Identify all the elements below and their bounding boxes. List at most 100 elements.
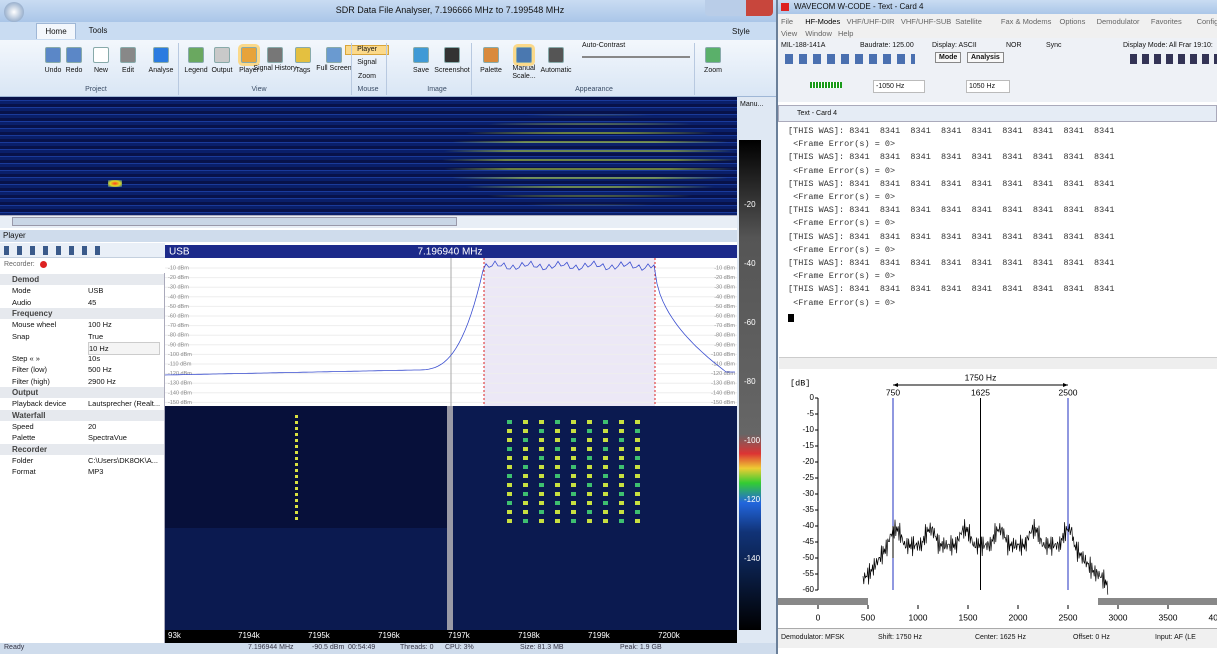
ribbon-icon[interactable] <box>413 47 429 63</box>
ribbon-button[interactable]: Output <box>211 67 233 74</box>
section-header[interactable]: Waterfall <box>0 409 164 421</box>
ribbon-icon[interactable] <box>444 47 460 63</box>
menu-item[interactable]: Configu <box>1196 17 1217 26</box>
property-value[interactable]: Lautsprecher (Realt... <box>88 399 161 409</box>
status-item: Shift: 1750 Hz <box>878 634 922 641</box>
menu-item[interactable]: View <box>781 29 798 38</box>
ribbon-button[interactable]: Full Screen <box>316 65 352 72</box>
menu-item[interactable]: HF-Modes <box>805 17 841 26</box>
decoded-line: [THIS WAS]: 8341 8341 8341 8341 8341 834… <box>788 284 1115 295</box>
menu-item[interactable]: Options <box>1059 17 1086 26</box>
ribbon-tab[interactable]: Tools <box>88 26 108 35</box>
text-scrollbar[interactable] <box>779 357 1217 369</box>
ribbon-button[interactable]: Save <box>413 67 429 74</box>
app-button[interactable] <box>4 2 24 22</box>
ribbon-button[interactable]: Automatic <box>540 67 572 74</box>
ribbon-icon[interactable] <box>326 47 342 63</box>
record-button[interactable] <box>40 261 47 268</box>
menu-item[interactable]: Fax & Modems <box>1000 17 1052 26</box>
ribbon-icon[interactable] <box>120 47 136 63</box>
ribbon-button[interactable]: Tags <box>295 67 311 74</box>
ribbon-button[interactable]: Player <box>345 45 389 55</box>
property-value[interactable]: 500 Hz <box>88 365 112 375</box>
status-item: Center: 1625 Hz <box>975 634 1026 641</box>
shift-field[interactable]: 1050 Hz <box>966 80 1010 93</box>
scroll-thumb[interactable] <box>12 217 457 226</box>
spectrum-trace <box>862 518 1109 595</box>
property-value[interactable]: 2900 Hz <box>88 376 116 386</box>
property-value[interactable]: 10 Hz <box>88 341 160 355</box>
ribbon-icon[interactable] <box>93 47 109 63</box>
window-controls[interactable] <box>705 0 773 16</box>
property-value[interactable]: 10s <box>88 354 101 364</box>
ribbon-button[interactable]: Edit <box>121 67 135 74</box>
section-header[interactable]: Demod <box>0 274 164 285</box>
waterfall-tone <box>587 510 592 514</box>
panel-header <box>0 230 737 242</box>
ribbon-button[interactable]: Zoom <box>704 67 722 74</box>
ribbon-button[interactable]: Signal <box>357 59 377 66</box>
dbm-label: -50 dBm <box>714 304 735 310</box>
decoded-line: [THIS WAS]: 8341 8341 8341 8341 8341 834… <box>788 152 1115 163</box>
menu-item[interactable]: Window <box>805 29 832 38</box>
ribbon-button[interactable]: Legend <box>184 67 208 74</box>
ribbon-icon[interactable] <box>548 47 564 63</box>
decoded-line: [THIS WAS]: 8341 8341 8341 8341 8341 834… <box>788 178 1115 189</box>
ribbon-button[interactable]: Player <box>239 67 259 74</box>
ribbon-button[interactable]: Undo <box>44 67 62 74</box>
ribbon-button[interactable]: Manual Scale... <box>512 65 536 80</box>
menu-item[interactable]: Satellite <box>955 17 982 26</box>
ribbon-icon[interactable] <box>267 47 283 63</box>
ribbon-button[interactable]: Zoom <box>358 73 376 80</box>
property-grid <box>0 273 165 643</box>
property-value[interactable]: 100 Hz <box>88 320 112 330</box>
contrast-slider[interactable] <box>582 56 690 58</box>
ribbon-button[interactable]: New <box>93 67 108 74</box>
dbm-label: -140 dBm <box>168 390 192 396</box>
ribbon-tab[interactable]: Home <box>36 23 76 39</box>
ribbon-icon[interactable] <box>66 47 82 63</box>
menu-item[interactable]: VHF/UHF-DIR <box>846 17 895 26</box>
shift-field[interactable]: -1050 Hz <box>873 80 925 93</box>
ribbon-button[interactable]: Palette <box>480 67 502 74</box>
ribbon-icon[interactable] <box>516 47 532 63</box>
ribbon-icon[interactable] <box>188 47 204 63</box>
dbm-label: -150 dBm <box>168 400 192 406</box>
ribbon-icon[interactable] <box>45 47 61 63</box>
section-header[interactable]: Frequency <box>0 307 164 319</box>
section-header[interactable]: Output <box>0 387 164 398</box>
property-value[interactable]: SpectraVue <box>88 433 127 443</box>
property-value[interactable]: USB <box>88 286 104 296</box>
scale-label: -20 <box>744 200 756 209</box>
ribbon-icon[interactable] <box>214 47 230 63</box>
ribbon-icon[interactable] <box>483 47 499 63</box>
ribbon-button[interactable]: Analyse <box>148 67 174 74</box>
waterfall-tone <box>635 465 640 469</box>
property-value[interactable]: True <box>88 331 104 341</box>
property-value[interactable]: C:\Users\DK8OK\A... <box>88 455 159 465</box>
toolbar-button[interactable]: Mode <box>935 52 962 63</box>
ribbon-icon[interactable] <box>705 47 721 63</box>
menu-item[interactable]: Help <box>838 29 854 38</box>
property-value[interactable]: MP3 <box>88 467 104 477</box>
menu-item[interactable]: File <box>781 17 794 26</box>
waterfall-speck <box>295 481 298 484</box>
toolbar-button[interactable]: Analysis <box>967 52 1004 63</box>
property-value[interactable]: 20 <box>88 421 97 431</box>
property-value[interactable]: 45 <box>88 297 97 307</box>
ribbon-icon[interactable] <box>153 47 169 63</box>
section-header[interactable]: Recorder <box>0 443 164 455</box>
waterfall-tone <box>523 429 528 433</box>
waterfall-speck <box>295 517 298 520</box>
style-menu[interactable]: Style <box>732 27 750 36</box>
ribbon-button[interactable]: Redo <box>65 67 83 74</box>
status-item: Input: AF (LE <box>1155 634 1196 641</box>
x-tick-label: 500 <box>861 612 875 622</box>
ribbon-button[interactable]: Signal History <box>253 65 297 72</box>
menu-item[interactable]: Favorites <box>1150 17 1182 26</box>
menu-item[interactable]: VHF/UHF-SUB <box>900 17 952 26</box>
menu-item[interactable]: Demodulator <box>1096 17 1140 26</box>
ribbon-icon[interactable] <box>295 47 311 63</box>
ribbon-icon[interactable] <box>241 47 257 63</box>
ribbon-button[interactable]: Screenshot <box>434 67 470 74</box>
